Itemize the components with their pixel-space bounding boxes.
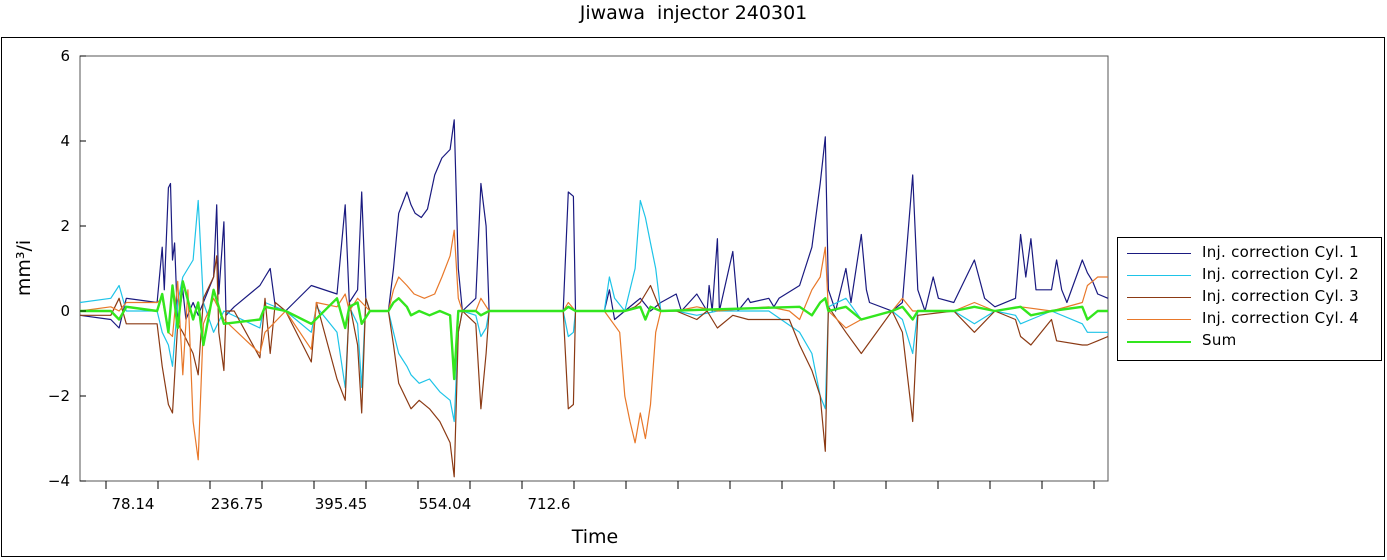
x-tick-label: 236.75: [211, 495, 264, 513]
legend-item: Inj. correction Cyl. 1: [1118, 243, 1381, 265]
legend-label: Inj. correction Cyl. 1: [1202, 243, 1359, 261]
series-line-4: [79, 229, 1108, 461]
legend-label: Inj. correction Cyl. 3: [1202, 287, 1359, 305]
plot-area: [79, 55, 1109, 482]
legend-item: Inj. correction Cyl. 4: [1118, 309, 1381, 331]
chart-title: Jiwawa injector 240301: [579, 2, 808, 24]
legend: Inj. correction Cyl. 1 Inj. correction Cy…: [1117, 237, 1382, 361]
y-tick-label: 6: [60, 47, 70, 65]
legend-item: Inj. correction Cyl. 2: [1118, 265, 1381, 287]
legend-label: Sum: [1202, 331, 1237, 349]
x-tick-label: 712.6: [528, 495, 571, 513]
series-line-5: [80, 280, 1108, 381]
legend-item: Sum: [1118, 331, 1381, 353]
series-line-1: [79, 119, 1109, 329]
y-tick-label: −4: [48, 472, 70, 490]
legend-label: Inj. correction Cyl. 2: [1202, 265, 1359, 283]
y-tick-label: 4: [60, 132, 70, 150]
y-tick-label: 0: [60, 302, 70, 320]
figure-frame: [1, 37, 1385, 557]
series-line-2: [79, 199, 1108, 423]
x-tick-label: 78.14: [112, 495, 155, 513]
legend-swatch: [1127, 275, 1191, 276]
legend-swatch: [1127, 297, 1191, 298]
x-axis-label: Time: [571, 526, 619, 548]
y-tick-label: −2: [48, 387, 70, 405]
y-axis-label: mm³/i: [13, 240, 35, 296]
legend-swatch: [1127, 341, 1191, 343]
legend-swatch: [1127, 253, 1191, 254]
legend-item: Inj. correction Cyl. 3: [1118, 287, 1381, 309]
legend-label: Inj. correction Cyl. 4: [1202, 309, 1359, 327]
x-tick-label: 554.04: [419, 495, 472, 513]
x-tick-label: 395.45: [315, 495, 368, 513]
y-tick-label: 2: [60, 217, 70, 235]
legend-swatch: [1127, 319, 1191, 320]
